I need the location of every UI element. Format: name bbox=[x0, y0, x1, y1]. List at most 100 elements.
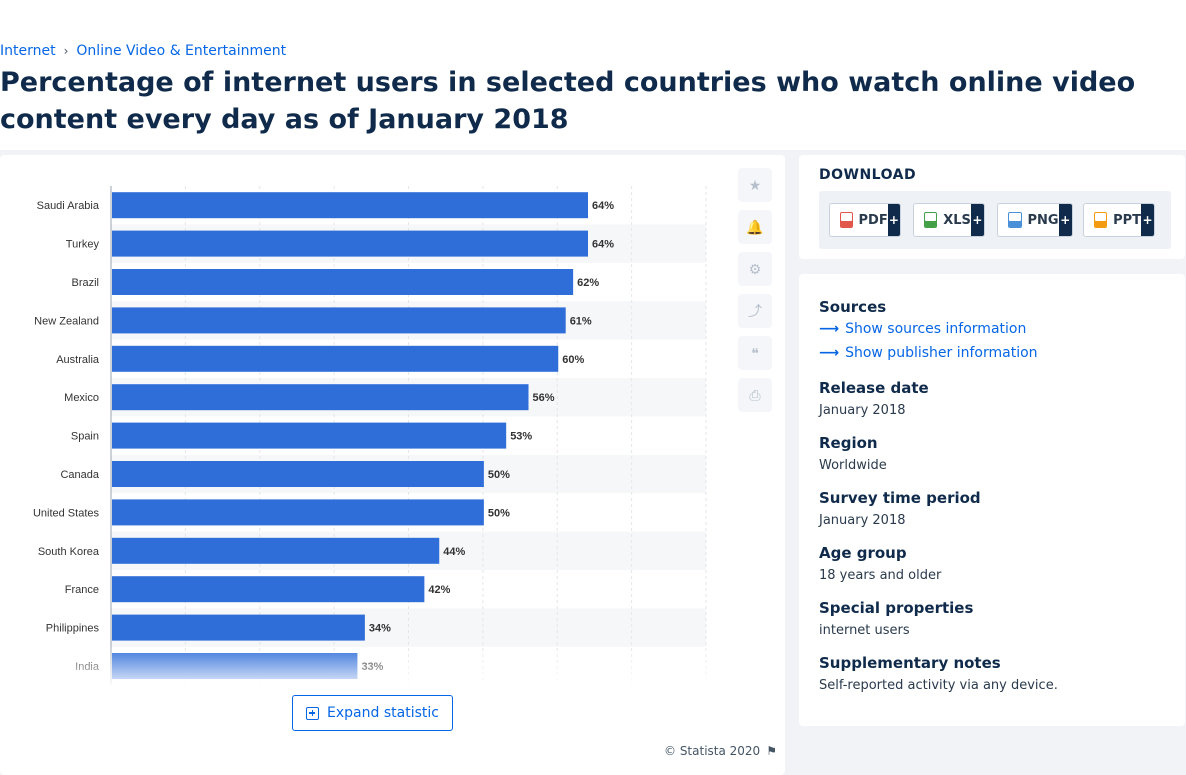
value-label: 44% bbox=[443, 546, 465, 558]
gear-glyph: ⚙ bbox=[748, 260, 762, 277]
expand-label: Expand statistic bbox=[327, 705, 439, 721]
arrow-right-icon: ⟶ bbox=[819, 321, 840, 337]
copyright-text[interactable]: © Statista 2020 bbox=[664, 744, 761, 758]
survey-period-label: Survey time period bbox=[819, 489, 981, 507]
category-label: Mexico bbox=[64, 392, 99, 404]
download-xls-button[interactable]: XLS + bbox=[913, 203, 985, 237]
category-label: Philippines bbox=[46, 623, 100, 635]
statistic-info-card: Sources ⟶ Show sources information ⟶ Sho… bbox=[799, 274, 1185, 726]
plus-icon: + bbox=[1141, 204, 1154, 236]
category-label: Saudi Arabia bbox=[37, 200, 100, 212]
category-label: Australia bbox=[56, 354, 100, 366]
value-label: 53% bbox=[510, 431, 532, 443]
download-card: DOWNLOAD PDF + XLS + PNG + PPT + bbox=[799, 155, 1185, 259]
value-label: 62% bbox=[577, 277, 599, 289]
chart-toolbar: ★ 🔔 ⚙ ⤴ ❝ ⎙ bbox=[738, 168, 772, 420]
download-pdf-label: PDF bbox=[858, 212, 888, 228]
bell-glyph: 🔔 bbox=[746, 218, 764, 235]
category-label: South Korea bbox=[38, 546, 100, 558]
xls-file-icon bbox=[924, 212, 938, 228]
share-icon[interactable]: ⤴ bbox=[738, 294, 772, 328]
plus-icon: + bbox=[970, 204, 984, 236]
plus-icon: + bbox=[887, 204, 900, 236]
survey-period-value: January 2018 bbox=[819, 513, 906, 528]
category-label: United States bbox=[33, 507, 100, 519]
breadcrumb-separator: › bbox=[63, 44, 69, 58]
expand-statistic-button[interactable]: Expand statistic bbox=[292, 695, 453, 731]
sources-label: Sources bbox=[819, 298, 887, 316]
bar-chart: Saudi Arabia 64% Turkey 64% Brazil 62% New Zea… bbox=[33, 186, 707, 685]
special-properties-value: internet users bbox=[819, 623, 910, 638]
bar-new-zealand bbox=[112, 307, 566, 334]
header-area bbox=[0, 0, 1186, 150]
bar-canada bbox=[112, 461, 484, 487]
supplementary-notes-value: Self-reported activity via any device. bbox=[819, 678, 1058, 693]
copyright: © Statista 2020 ⚑ bbox=[664, 744, 777, 758]
chart-fade-overlay bbox=[0, 645, 720, 685]
release-date-label: Release date bbox=[819, 379, 929, 397]
expand-icon bbox=[306, 706, 320, 720]
release-date-value: January 2018 bbox=[819, 403, 906, 418]
download-pdf-button[interactable]: PDF + bbox=[829, 203, 901, 237]
special-properties-label: Special properties bbox=[819, 599, 974, 617]
share-glyph: ⤴ bbox=[748, 303, 762, 319]
bell-icon[interactable]: 🔔 bbox=[738, 210, 772, 244]
download-png-label: PNG bbox=[1027, 212, 1059, 228]
value-label: 64% bbox=[592, 239, 614, 251]
show-sources-link[interactable]: ⟶ Show sources information bbox=[819, 321, 1026, 337]
download-ppt-button[interactable]: PPT + bbox=[1083, 203, 1155, 237]
bar-brazil bbox=[112, 269, 574, 295]
print-icon[interactable]: ⎙ bbox=[738, 378, 772, 412]
bar-turkey bbox=[112, 230, 588, 257]
bar-france bbox=[112, 576, 425, 603]
category-label: Brazil bbox=[71, 277, 99, 289]
ppt-file-icon bbox=[1094, 212, 1108, 228]
region-label: Region bbox=[819, 434, 878, 452]
value-label: 56% bbox=[533, 392, 555, 404]
bar-mexico bbox=[112, 384, 529, 411]
gear-icon[interactable]: ⚙ bbox=[738, 252, 772, 286]
chart-card: Saudi Arabia 64% Turkey 64% Brazil 62% New Zea… bbox=[0, 155, 785, 775]
bar-united-states bbox=[112, 499, 484, 526]
category-label: France bbox=[65, 584, 99, 596]
breadcrumb-item-internet[interactable]: Internet bbox=[0, 43, 56, 59]
png-file-icon bbox=[1008, 212, 1022, 228]
breadcrumb: Internet › Online Video & Entertainment bbox=[0, 43, 286, 59]
download-title: DOWNLOAD bbox=[819, 167, 917, 183]
bar-philippines bbox=[112, 614, 365, 641]
download-png-button[interactable]: PNG + bbox=[997, 203, 1073, 237]
value-label: 64% bbox=[592, 200, 614, 212]
value-label: 34% bbox=[369, 623, 391, 635]
star-icon[interactable]: ★ bbox=[738, 168, 772, 202]
download-bar: PDF + XLS + PNG + PPT + bbox=[819, 191, 1171, 249]
age-group-value: 18 years and older bbox=[819, 568, 942, 583]
print-glyph: ⎙ bbox=[749, 386, 761, 403]
category-label: Spain bbox=[71, 431, 99, 443]
value-label: 42% bbox=[428, 584, 450, 596]
breadcrumb-item-online-video[interactable]: Online Video & Entertainment bbox=[76, 43, 287, 59]
value-label: 50% bbox=[488, 507, 510, 519]
value-label: 60% bbox=[562, 354, 584, 366]
region-value: Worldwide bbox=[819, 458, 887, 473]
bar-south-korea bbox=[112, 537, 440, 564]
bar-australia bbox=[112, 345, 559, 372]
show-publisher-link[interactable]: ⟶ Show publisher information bbox=[819, 345, 1038, 361]
download-ppt-label: PPT bbox=[1113, 212, 1142, 228]
bar-saudi-arabia bbox=[112, 192, 588, 219]
flag-icon[interactable]: ⚑ bbox=[766, 744, 777, 758]
category-label: New Zealand bbox=[34, 315, 99, 327]
quote-icon[interactable]: ❝ bbox=[738, 336, 772, 370]
arrow-right-icon: ⟶ bbox=[819, 345, 840, 361]
bar-spain bbox=[112, 422, 507, 449]
category-label: Canada bbox=[60, 469, 99, 481]
value-label: 61% bbox=[570, 315, 592, 327]
star-glyph: ★ bbox=[748, 176, 762, 193]
age-group-label: Age group bbox=[819, 544, 907, 562]
supplementary-notes-label: Supplementary notes bbox=[819, 654, 1001, 672]
value-label: 50% bbox=[488, 469, 510, 481]
plus-icon: + bbox=[1058, 204, 1072, 236]
page-title: Percentage of internet users in selected… bbox=[0, 67, 1136, 135]
pdf-file-icon bbox=[840, 212, 853, 228]
download-xls-label: XLS bbox=[943, 212, 971, 228]
quote-glyph: ❝ bbox=[751, 344, 759, 361]
